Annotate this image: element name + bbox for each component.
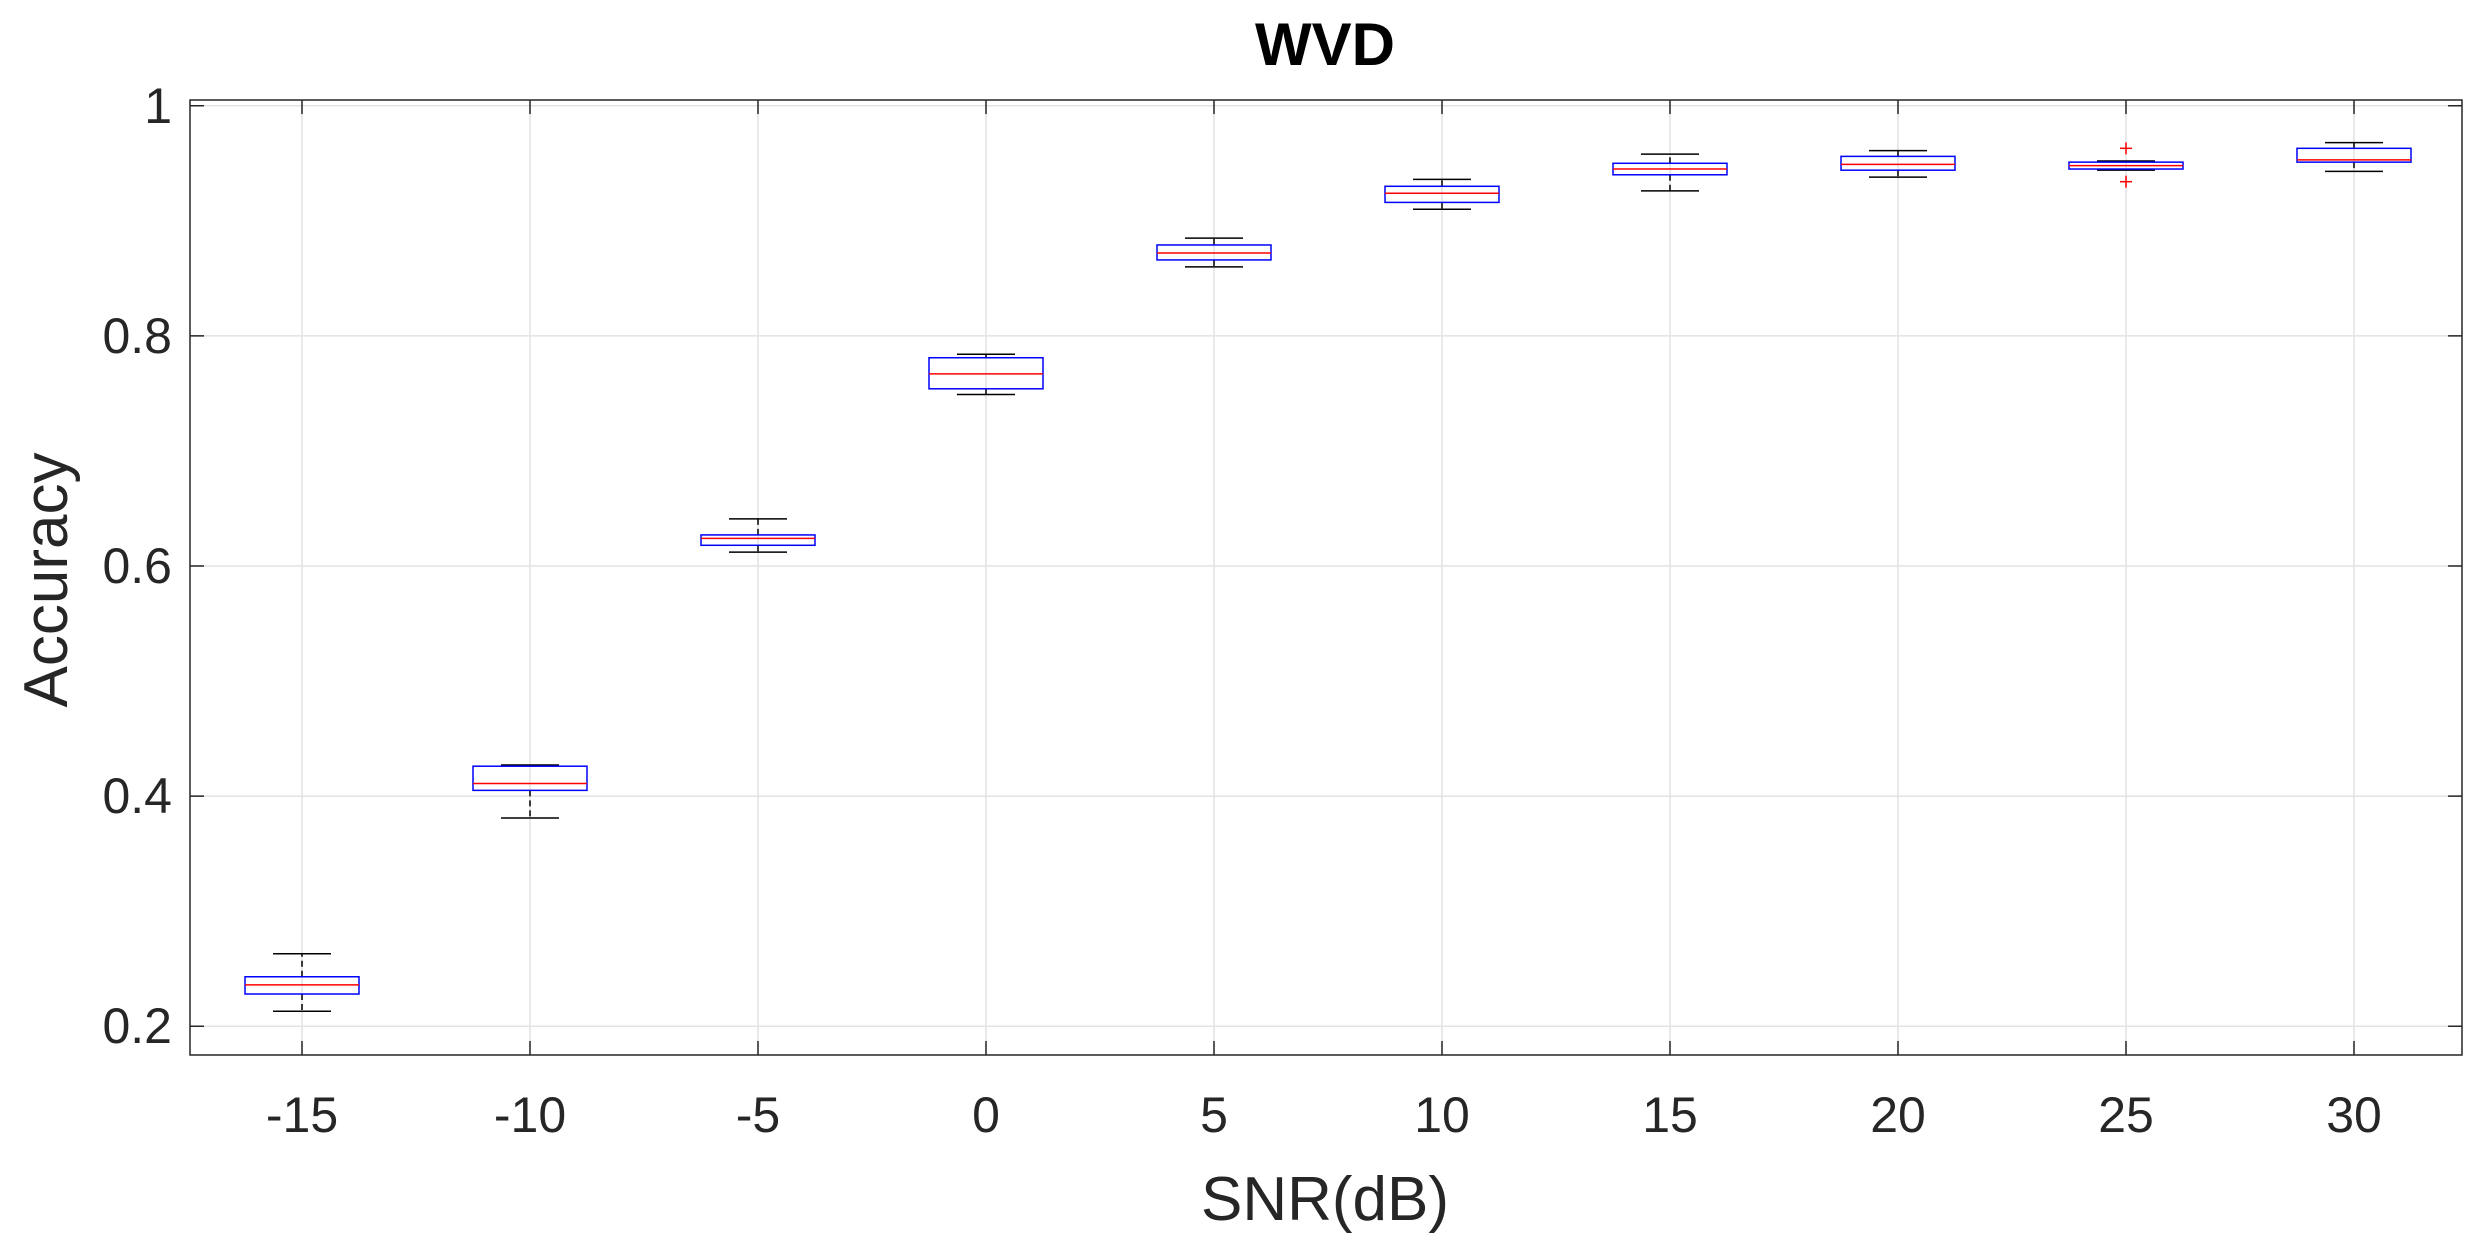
box-plot-30 [2296,141,2412,173]
chart-title: WVD [1255,11,1395,78]
grid-lines [190,100,2462,1055]
y-tick-label: 0.8 [102,308,172,364]
x-tick-label: -10 [494,1087,566,1143]
x-tick-label: 25 [2098,1087,2154,1143]
box-plot--15 [244,952,360,1013]
x-axis-ticks: -15 -10 -5 0 5 10 15 20 25 30 [266,100,2382,1143]
x-tick-label: 30 [2326,1087,2382,1143]
box-plot-20 [1840,149,1956,178]
outlier-marker [2120,142,2132,155]
y-axis-label: Accuracy [12,453,81,708]
box-iqr [700,534,816,547]
y-tick-label: 0.6 [102,538,172,594]
y-tick-label: 1 [144,78,172,134]
box-iqr [1840,155,1956,171]
x-tick-label: 10 [1414,1087,1470,1143]
x-tick-label: 0 [972,1087,1000,1143]
x-tick-label: -15 [266,1087,338,1143]
box-plot-25 [2068,142,2184,188]
y-tick-label: 0.2 [102,998,172,1054]
y-tick-label: 0.4 [102,768,172,824]
axes-frame [189,99,2463,1056]
x-tick-label: 5 [1200,1087,1228,1143]
x-tick-label: 15 [1642,1087,1698,1143]
box-plot-10 [1384,178,1500,211]
box-plot--5 [700,518,816,553]
box-plot--10 [472,764,588,819]
box-plots [244,141,2412,1013]
outlier-marker [2120,175,2132,188]
box-plot-0 [928,353,1044,396]
box-iqr [472,765,588,792]
x-tick-label: -5 [736,1087,780,1143]
x-tick-label: 20 [1870,1087,1926,1143]
box-iqr [1384,185,1500,204]
box-iqr [2296,147,2412,163]
box-plot-5 [1156,237,1272,268]
y-axis-ticks: 0.2 0.4 0.6 0.8 1 [102,78,2462,1054]
box-plot-15 [1612,153,1728,192]
x-axis-label: SNR(dB) [1201,1165,1449,1234]
